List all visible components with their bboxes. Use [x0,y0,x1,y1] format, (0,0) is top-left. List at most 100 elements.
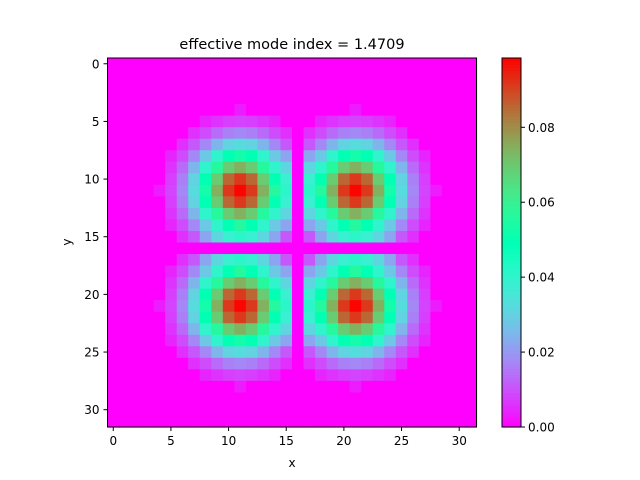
heatmap-cell [338,138,351,151]
heatmap-cell [453,311,466,324]
colorbar-segment [502,110,521,114]
colorbar-segment [502,408,521,413]
colorbar-segment [502,165,521,170]
heatmap-cell [453,369,466,382]
heatmap-cell [361,104,374,117]
heatmap-cell [315,415,328,428]
heatmap-cell [222,127,235,140]
heatmap-cell [107,403,120,417]
heatmap-cell [395,196,408,209]
heatmap-cell [395,311,408,324]
heatmap-cell [268,323,282,336]
heatmap-cell [280,357,293,370]
colorbar-segment [502,405,521,410]
heatmap-cell [464,69,478,82]
heatmap-cell [130,380,143,394]
heatmap-cell [165,81,178,94]
heatmap-cell [142,369,155,382]
heatmap-cell [199,300,212,313]
heatmap-cell [280,403,293,417]
heatmap-cell [384,288,397,301]
heatmap-cell [211,369,224,382]
colorbar-segment [502,76,521,81]
heatmap-cell [407,104,420,117]
heatmap-cell [280,115,293,128]
heatmap-cell [130,104,143,117]
heatmap-cell [153,173,166,186]
heatmap-cell [268,58,282,71]
heatmap-cell [361,196,374,209]
heatmap-cell [349,92,362,105]
heatmap-cell [407,184,420,197]
heatmap-cell [142,403,155,417]
heatmap-cell [349,323,362,336]
heatmap-cell [349,58,362,71]
colorbar-segment [502,58,521,62]
heatmap-cell [268,69,282,82]
heatmap-cell [303,357,316,370]
heatmap-cell [338,81,351,94]
heatmap-cell [142,288,155,301]
heatmap-cell [234,184,247,197]
heatmap-cell [292,392,305,405]
heatmap-cell [188,138,201,151]
heatmap-cell [441,357,455,370]
heatmap-cell [280,58,293,71]
heatmap-cell [165,127,178,140]
heatmap-cell [176,323,189,336]
heatmap-cell [395,219,408,232]
heatmap-cell [165,161,178,174]
heatmap-cell [407,369,420,382]
heatmap-cell [453,300,466,313]
heatmap-cell [361,254,374,267]
heatmap-cell [395,161,408,174]
heatmap-cell [153,81,166,94]
heatmap-cell [165,150,178,163]
heatmap-cell [372,196,385,209]
heatmap-cell [395,127,408,140]
colorbar-segment [502,217,521,222]
heatmap-cell [372,161,385,174]
heatmap-cell [292,69,305,82]
heatmap-cell [153,323,166,336]
heatmap-cell [418,92,431,105]
heatmap-cell [153,300,166,313]
heatmap-cell [211,196,224,209]
heatmap-cell [349,127,362,140]
heatmap-cell [176,184,189,197]
heatmap-cell [119,392,132,405]
heatmap-cell [384,173,397,186]
heatmap-cell [349,415,362,428]
heatmap-cell [303,196,316,209]
heatmap-cell [361,207,374,221]
heatmap-cell [176,288,189,301]
heatmap-cell [326,207,339,221]
heatmap-cell [384,230,397,244]
heatmap-cell [349,254,362,267]
heatmap-cell [234,92,247,105]
heatmap-cell [119,92,132,105]
heatmap-cell [303,265,316,278]
heatmap-cell [107,92,120,105]
heatmap-cell [222,69,235,82]
heatmap-cell [464,242,478,255]
heatmap-cell [349,207,362,221]
heatmap-cell [395,346,408,359]
heatmap-cell [234,334,247,347]
heatmap-cell [188,150,201,163]
heatmap-cell [418,184,431,197]
heatmap-cell [441,277,455,290]
heatmap-cell [407,138,420,151]
heatmap-cell [199,127,212,140]
heatmap-cell [361,173,374,186]
colorbar-segment [502,214,521,219]
colorbar-segment [502,208,521,213]
heatmap-cell [430,300,443,313]
heatmap-cell [395,173,408,186]
heatmap-cell [395,150,408,163]
heatmap-cell [142,58,155,71]
heatmap-cell [142,380,155,394]
heatmap-cell [199,392,212,405]
heatmap-cell [384,81,397,94]
heatmap-cell [292,311,305,324]
